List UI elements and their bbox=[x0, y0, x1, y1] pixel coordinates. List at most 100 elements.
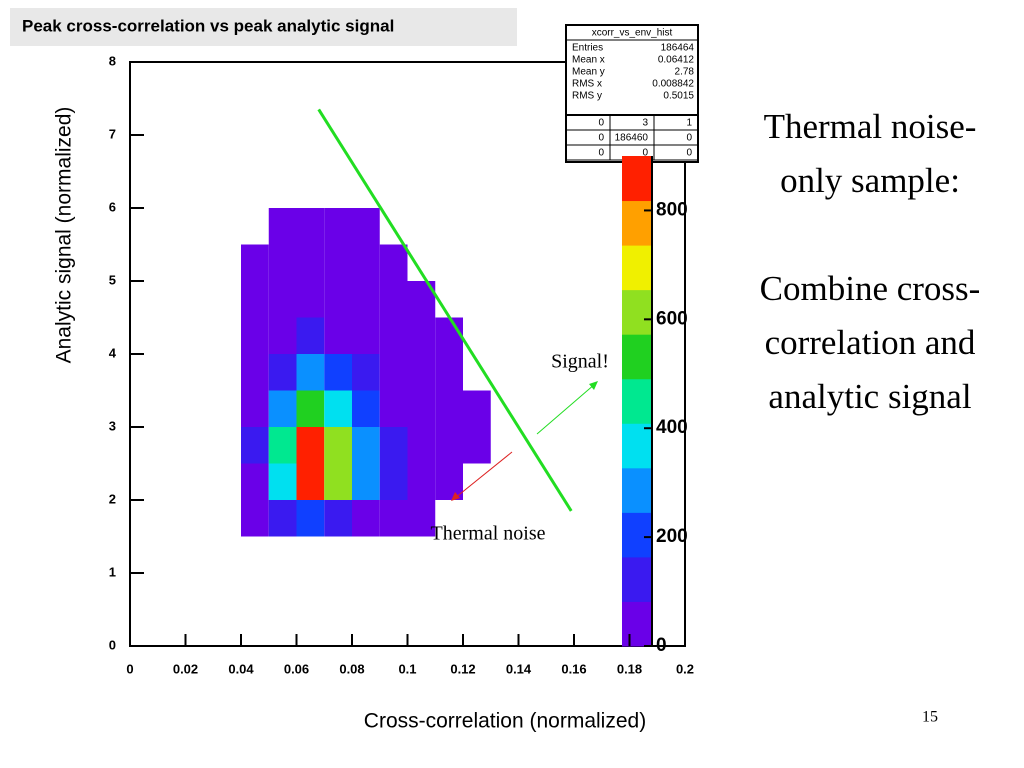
stats-cell: 186460 bbox=[615, 133, 649, 144]
heat-cell bbox=[241, 208, 269, 245]
heat-cell bbox=[463, 245, 491, 282]
heat-cell bbox=[435, 427, 463, 464]
chart-title: Peak cross-correlation vs peak analytic … bbox=[22, 16, 394, 35]
heat-cell bbox=[268, 281, 297, 318]
side-line: only sample: bbox=[780, 161, 960, 200]
colorbar-tick-label: 800 bbox=[656, 199, 688, 220]
side-text: Thermal noise-only sample: Combine cross-… bbox=[760, 107, 981, 416]
heat-cell bbox=[296, 463, 325, 500]
y-tick-label: 8 bbox=[109, 53, 116, 68]
heat-cell bbox=[268, 208, 297, 245]
heat-cell bbox=[463, 427, 491, 464]
colorbar-tick-label: 400 bbox=[656, 417, 688, 438]
heat-cell bbox=[352, 463, 380, 500]
y-tick-label: 5 bbox=[109, 272, 116, 287]
heat-cell bbox=[379, 390, 408, 427]
heat-cell bbox=[241, 463, 269, 500]
heat-cell bbox=[352, 354, 380, 391]
heat-cell bbox=[379, 463, 408, 500]
stats-val: 0.5015 bbox=[663, 91, 694, 102]
heat-cell bbox=[408, 245, 436, 282]
heat-cell bbox=[407, 317, 436, 354]
heat-cell bbox=[379, 427, 408, 464]
heat-cell bbox=[268, 354, 297, 391]
heat-cell bbox=[352, 500, 380, 537]
page-number: 15 bbox=[922, 709, 938, 726]
signal-arrow bbox=[536, 383, 596, 435]
stats-key: RMS y bbox=[572, 91, 602, 102]
side-line: analytic signal bbox=[768, 377, 971, 416]
heat-cell bbox=[296, 317, 325, 354]
x-tick-label: 0.14 bbox=[506, 661, 532, 676]
x-tick-label: 0.16 bbox=[561, 661, 586, 676]
x-tick-label: 0 bbox=[126, 661, 133, 676]
y-tick-label: 0 bbox=[109, 637, 116, 652]
heat-cell bbox=[435, 245, 463, 282]
heat-cell bbox=[435, 390, 463, 427]
colorbar-band bbox=[622, 156, 652, 202]
x-tick-label: 0.1 bbox=[398, 661, 416, 676]
heat-cell bbox=[407, 390, 436, 427]
stats-name: xcorr_vs_env_hist bbox=[592, 28, 673, 39]
heat-cell bbox=[241, 244, 269, 281]
y-axis-label: Analytic signal (normalized) bbox=[53, 107, 76, 364]
annotation: Signal! bbox=[551, 351, 609, 373]
heat-cell bbox=[241, 390, 269, 427]
heat-cell bbox=[463, 318, 491, 355]
heat-cell bbox=[379, 281, 408, 318]
colorbar-band bbox=[622, 467, 652, 513]
heat-cell bbox=[296, 427, 325, 464]
stats-val: 2.78 bbox=[675, 67, 695, 78]
heat-cell bbox=[268, 244, 297, 281]
colorbar-band bbox=[622, 200, 652, 246]
stats-val: 0.008842 bbox=[652, 79, 694, 90]
heat-cell bbox=[296, 390, 325, 427]
heat-cell bbox=[241, 354, 269, 391]
heat-cell bbox=[352, 317, 380, 354]
heat-cell bbox=[379, 354, 408, 391]
heat-cell bbox=[407, 427, 436, 464]
heat-cell bbox=[324, 500, 352, 537]
colorbar-tick-label: 600 bbox=[656, 308, 688, 329]
y-tick-label: 7 bbox=[109, 126, 116, 141]
heat-cell bbox=[268, 463, 297, 500]
side-line: correlation and bbox=[765, 323, 976, 362]
x-tick-label: 0.02 bbox=[173, 661, 198, 676]
heat-cell bbox=[407, 354, 436, 391]
arrowhead bbox=[589, 381, 598, 390]
stats-cell: 0 bbox=[642, 148, 648, 159]
stats-cell: 0 bbox=[598, 118, 604, 129]
heat-cell bbox=[241, 281, 269, 318]
y-tick-label: 4 bbox=[109, 345, 117, 360]
side-line: Combine cross- bbox=[760, 269, 981, 308]
heat-cell bbox=[435, 354, 463, 391]
colorbar-tick-label: 0 bbox=[656, 635, 667, 656]
plot bbox=[241, 208, 491, 537]
stats-key: Entries bbox=[572, 43, 603, 54]
stats-cell: 3 bbox=[642, 118, 648, 129]
x-tick-label: 0.2 bbox=[676, 661, 694, 676]
x-axis-label: Cross-correlation (normalized) bbox=[364, 710, 646, 733]
heat-cell bbox=[324, 281, 352, 318]
y-tick-label: 3 bbox=[109, 418, 116, 433]
heat-cell bbox=[268, 427, 297, 464]
colorbar-band bbox=[622, 512, 652, 558]
heat-cell bbox=[324, 463, 352, 500]
heat-cell bbox=[407, 463, 436, 500]
heat-cell bbox=[241, 500, 269, 537]
y-tick-label: 1 bbox=[109, 564, 116, 579]
noise-arrow bbox=[454, 451, 513, 499]
heat-cell bbox=[435, 317, 463, 354]
heat-cell bbox=[296, 354, 325, 391]
stats-cell: 0 bbox=[686, 133, 692, 144]
heat-cell bbox=[324, 354, 352, 391]
heat-cell bbox=[352, 244, 380, 281]
stats-key: Mean x bbox=[572, 55, 605, 66]
heat-cell bbox=[324, 390, 352, 427]
stats-box: xcorr_vs_env_hist Entries 186464 Mean x 0.06… bbox=[565, 24, 699, 163]
heat-cell bbox=[463, 208, 491, 245]
title-box bbox=[10, 8, 517, 46]
heat-cell bbox=[352, 427, 380, 464]
colorbar-band bbox=[622, 423, 652, 469]
